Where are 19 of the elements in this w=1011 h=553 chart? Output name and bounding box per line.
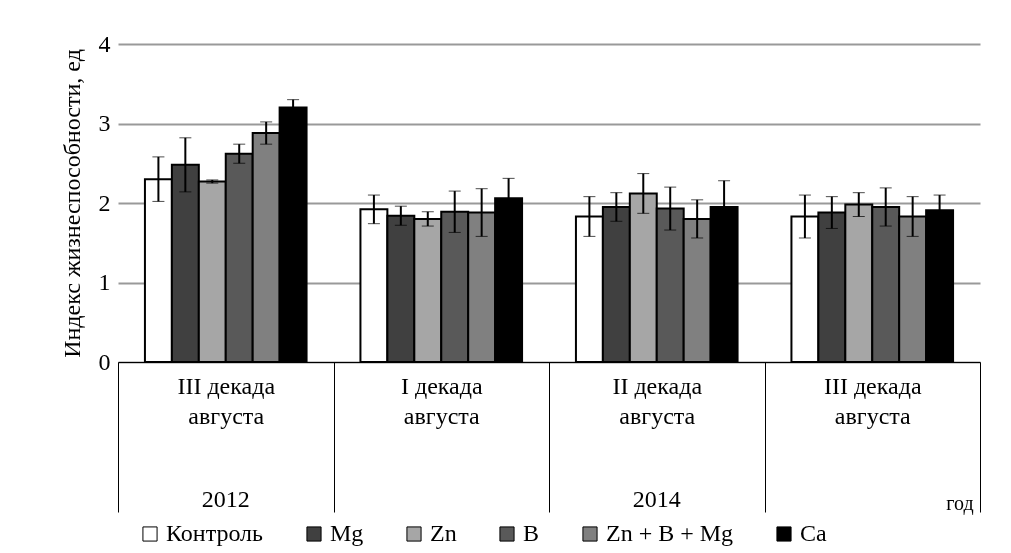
- legend-label: Ca: [800, 520, 828, 546]
- y-tick-label: 2: [98, 189, 111, 216]
- x-tick-label: III декада августа: [823, 372, 922, 429]
- legend-label: B: [523, 520, 540, 546]
- text: 2012: [201, 486, 250, 512]
- y-tick-label: 3: [98, 110, 111, 136]
- legend-label: Контроль: [166, 520, 264, 546]
- x-tick-label: III декада августа: [177, 372, 276, 429]
- text: год: [946, 492, 974, 515]
- y-tick-label: 4: [98, 30, 111, 57]
- text: 2014: [632, 486, 681, 512]
- legend-label: Mg: [330, 520, 364, 546]
- y-tick-label: 0: [98, 348, 111, 375]
- y-axis-title: Индекс жизнеспособности, ед: [58, 49, 85, 358]
- legend-label: Zn + B + Mg: [606, 520, 734, 546]
- legend-label: Zn: [430, 520, 457, 546]
- y-tick-label: 1: [98, 269, 111, 295]
- x-tick-label: II декада августа: [612, 372, 703, 429]
- x-tick-label: I декада августа: [400, 372, 483, 429]
